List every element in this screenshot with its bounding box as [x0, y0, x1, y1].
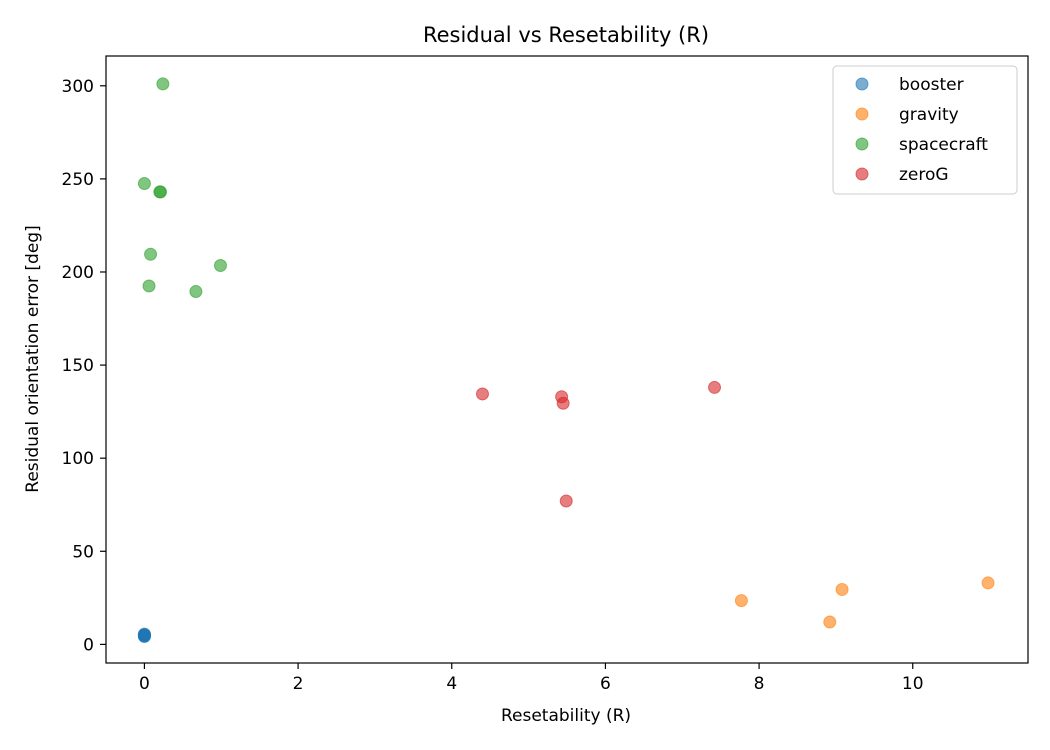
plot-frame [105, 55, 1029, 664]
legend-marker-spacecraft [855, 137, 869, 151]
x-tick-label: 6 [600, 674, 611, 694]
legend: booster gravity spacecraft zeroG [832, 65, 1018, 195]
legend-label-booster: booster [899, 75, 964, 95]
x-axis-ticks: 0 2 4 6 8 10 [139, 663, 924, 694]
y-tick-label: 200 [62, 263, 94, 283]
y-tick-label: 250 [62, 170, 94, 190]
legend-label-gravity: gravity [899, 105, 959, 125]
data-point-spacecraft [189, 285, 203, 299]
data-point-spacecraft [154, 185, 168, 199]
y-tick-label: 150 [62, 356, 94, 376]
legend-frame [832, 65, 1018, 195]
y-axis-title: Residual orientation error [deg] [23, 225, 43, 492]
data-point-spacecraft [144, 247, 158, 261]
y-axis-ticks: 0 50 100 150 200 250 300 [62, 77, 106, 655]
y-tick-label: 100 [62, 449, 94, 469]
data-point-gravity [981, 576, 995, 590]
x-tick-label: 4 [446, 674, 457, 694]
data-point-spacecraft [156, 77, 170, 91]
data-point-booster [137, 630, 151, 644]
legend-marker-booster [855, 77, 869, 91]
data-point-spacecraft [213, 258, 227, 272]
data-point-gravity [835, 582, 849, 596]
data-point-spacecraft [137, 177, 151, 191]
y-tick-label: 50 [72, 542, 94, 562]
legend-marker-gravity [855, 107, 869, 121]
x-tick-label: 8 [754, 674, 765, 694]
chart-title: Residual vs Resetability (R) [423, 23, 709, 47]
data-point-zeroG [559, 494, 573, 508]
y-tick-label: 300 [62, 77, 94, 97]
data-point-zeroG [708, 380, 722, 394]
data-point-gravity [734, 594, 748, 608]
legend-marker-zeroG [855, 167, 869, 181]
x-tick-label: 10 [902, 674, 924, 694]
y-tick-label: 0 [83, 635, 94, 655]
x-axis-title: Resetability (R) [501, 706, 631, 726]
points-layer [137, 77, 995, 644]
x-tick-label: 2 [293, 674, 304, 694]
x-tick-label: 0 [139, 674, 150, 694]
legend-label-spacecraft: spacecraft [899, 135, 988, 155]
data-point-spacecraft [142, 279, 156, 293]
data-point-gravity [823, 615, 837, 629]
legend-label-zeroG: zeroG [899, 165, 949, 185]
data-point-zeroG [556, 396, 570, 410]
data-point-zeroG [475, 387, 489, 401]
